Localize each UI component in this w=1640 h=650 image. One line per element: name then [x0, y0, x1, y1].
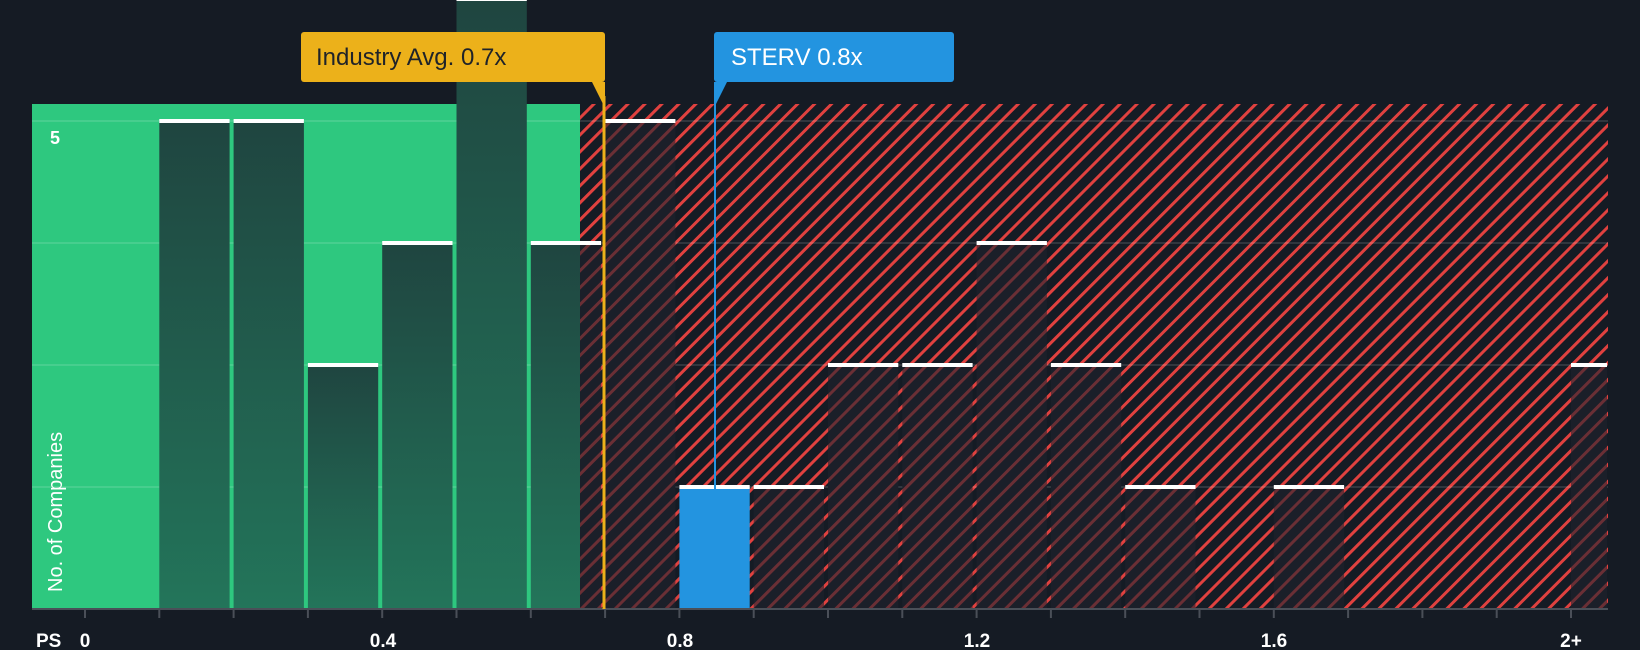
- x-tick-0.8: 0.8: [667, 631, 693, 650]
- x-tick-1.2: 1.2: [964, 631, 990, 650]
- histogram-bar[interactable]: [382, 241, 453, 609]
- x-tick-0.4: 0.4: [370, 631, 397, 650]
- histogram-bar[interactable]: [159, 119, 230, 609]
- x-axis-title: PS: [36, 631, 61, 650]
- histogram-bar[interactable]: [828, 363, 899, 609]
- histogram-bar[interactable]: [1050, 363, 1122, 609]
- histogram-bar[interactable]: [530, 241, 602, 609]
- y-tick-5: 5: [50, 128, 60, 148]
- histogram-bar[interactable]: [1571, 363, 1607, 609]
- histogram-bar[interactable]: [753, 485, 824, 609]
- company-label: STERV 0.8x: [731, 44, 863, 71]
- histogram-bar[interactable]: [1273, 485, 1345, 609]
- histogram-bar[interactable]: [456, 0, 527, 609]
- y-axis-title: No. of Companies: [45, 432, 67, 592]
- histogram-bar[interactable]: [605, 119, 676, 609]
- histogram-bar[interactable]: [902, 363, 973, 609]
- histogram-bar[interactable]: [1125, 485, 1196, 609]
- x-tick-0: 0: [80, 631, 91, 650]
- histogram-bar[interactable]: [233, 119, 304, 609]
- industry-avg-callout[interactable]: Industry Avg. 0.7x: [301, 32, 605, 108]
- bars: [159, 0, 1607, 609]
- histogram-bar[interactable]: [307, 363, 379, 609]
- x-axis-ticks: [84, 609, 1572, 618]
- histogram-bar[interactable]: [976, 241, 1047, 609]
- x-tick-1.6: 1.6: [1261, 631, 1287, 650]
- industry-avg-label: Industry Avg. 0.7x: [316, 44, 506, 71]
- x-tick-2plus: 2+: [1560, 631, 1582, 650]
- company-callout[interactable]: STERV 0.8x: [714, 32, 954, 108]
